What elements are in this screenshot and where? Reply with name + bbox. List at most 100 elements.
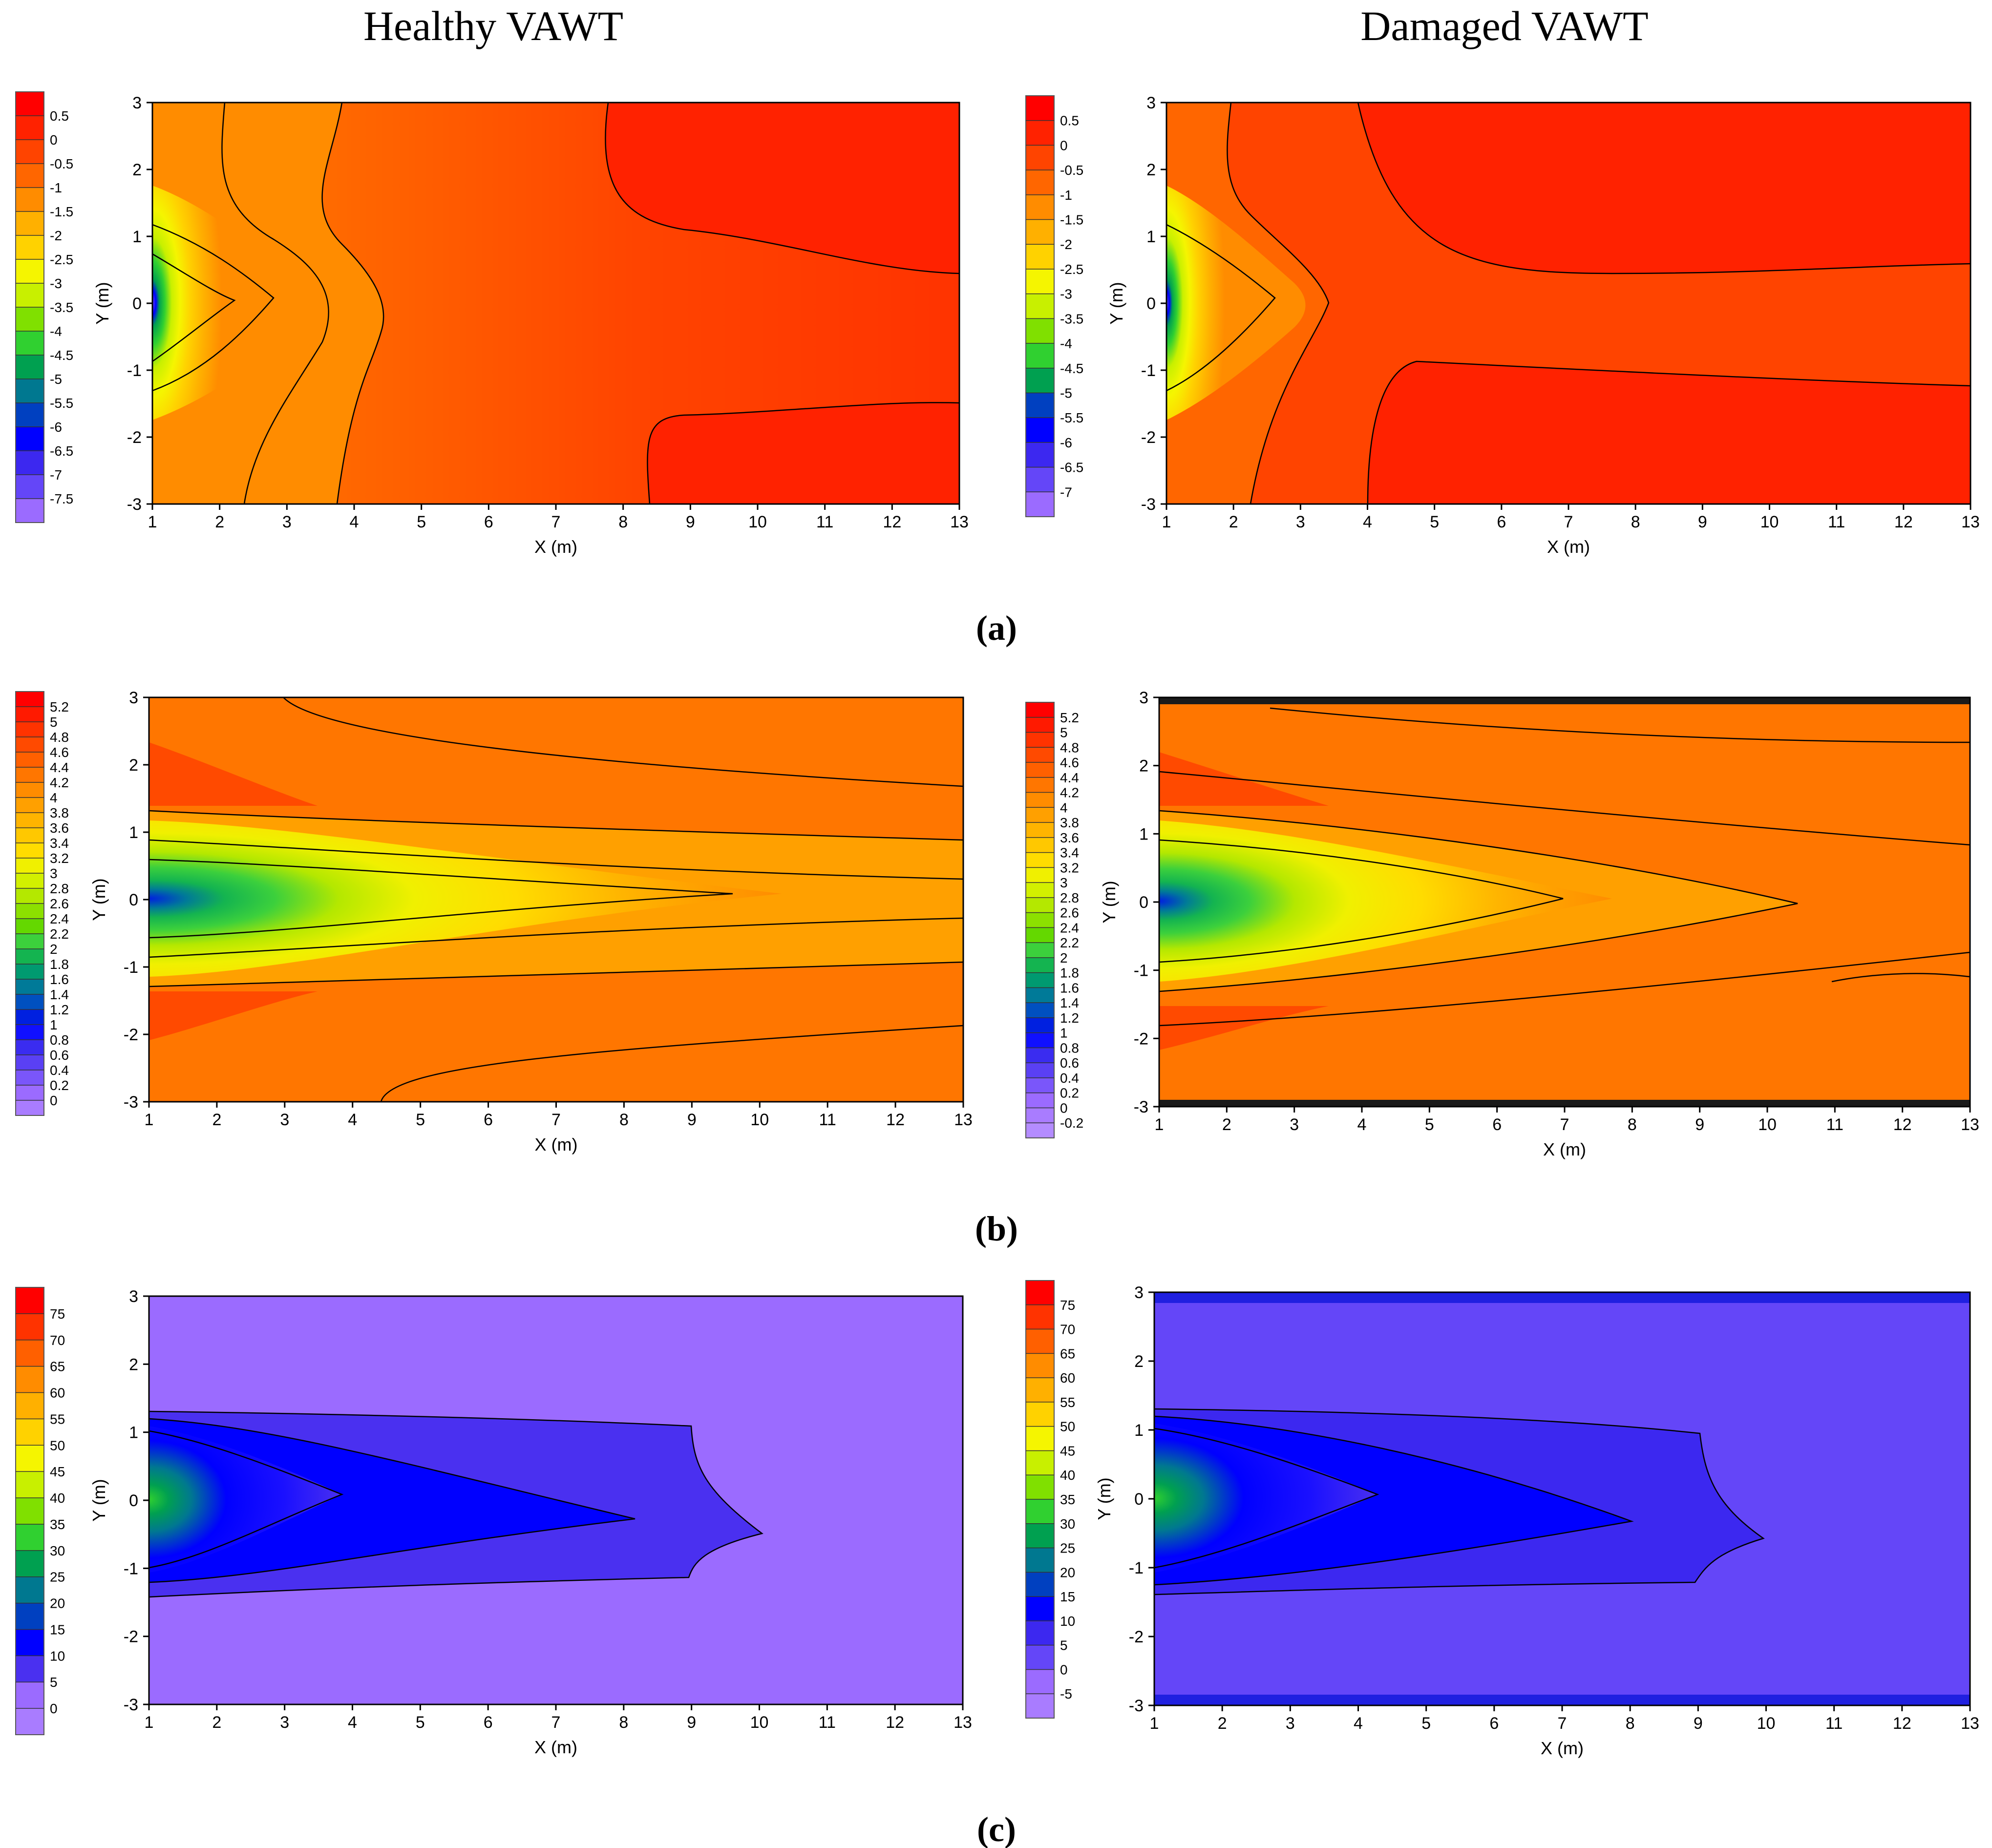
x-tick-label: 11	[816, 513, 833, 531]
colorbar-tick-label: 5	[50, 1675, 58, 1690]
contour-line	[148, 1418, 636, 1583]
colorbar-swatch	[16, 1629, 44, 1656]
field-wall-band-top	[1159, 697, 1970, 704]
contour-line	[148, 961, 964, 987]
y-tick-label: 1	[129, 823, 138, 842]
colorbar: 5.254.84.64.44.243.83.63.43.232.82.62.42…	[1025, 702, 1083, 1138]
colorbar-swatch	[1026, 1378, 1054, 1403]
y-tick-label: 3	[129, 1287, 138, 1306]
colorbar-swatch	[16, 752, 44, 768]
x-tick-label: 7	[551, 513, 561, 531]
field-wake-core	[149, 1426, 342, 1573]
colorbar-tick-label: 60	[1060, 1370, 1075, 1386]
colorbar-swatch	[16, 116, 44, 140]
colorbar-tick-label: -6.5	[1060, 460, 1083, 475]
y-tick-label: 1	[132, 228, 142, 246]
x-tick-label: 11	[819, 1713, 836, 1732]
colorbar-swatch	[16, 707, 44, 722]
x-axis-label: X (m)	[534, 537, 577, 557]
y-tick-label: -3	[1141, 495, 1156, 514]
y-tick-label: 0	[1139, 893, 1148, 912]
colorbar-swatch	[16, 92, 44, 116]
colorbar-swatch	[1026, 957, 1054, 973]
colorbar-swatch	[1026, 702, 1054, 718]
colorbar-swatch	[1026, 318, 1054, 344]
y-tick-label: 0	[132, 294, 142, 313]
colorbar-tick-label: 5	[1060, 725, 1068, 740]
colorbar-tick-label: 0.2	[1060, 1086, 1079, 1101]
colorbar-swatch	[16, 1656, 44, 1682]
colorbar-swatch	[16, 499, 44, 523]
x-axis-label: X (m)	[1543, 1139, 1586, 1159]
y-tick-label: -3	[127, 495, 142, 514]
colorbar-swatch	[16, 403, 44, 427]
field-region-high	[1358, 103, 1971, 273]
x-tick-label: 12	[1893, 1714, 1911, 1733]
colorbar-tick-label: 2	[1060, 950, 1068, 966]
x-tick-label: 6	[484, 1111, 493, 1129]
colorbar-tick-label: 30	[1060, 1516, 1075, 1532]
colorbar-swatch	[16, 964, 44, 980]
colorbar-tick-label: 15	[1060, 1589, 1075, 1604]
y-tick-label: 2	[132, 161, 142, 179]
colorbar-tick-label: -7	[1060, 484, 1072, 500]
x-tick-label: 3	[280, 1713, 289, 1732]
field-wall-band-bottom	[1159, 1100, 1970, 1107]
x-tick-label: 2	[215, 513, 224, 531]
x-axis-label: X (m)	[1541, 1738, 1584, 1758]
y-tick-label: 0	[129, 891, 138, 909]
y-axis-label: Y (m)	[1106, 282, 1126, 324]
x-tick-label: 1	[1150, 1714, 1159, 1733]
colorbar-tick-label: 4.8	[50, 730, 69, 745]
contour-line	[605, 102, 960, 274]
colorbar-tick-label: -5.5	[50, 396, 73, 411]
x-tick-label: 5	[417, 513, 426, 531]
y-tick-label: -1	[1129, 1559, 1144, 1577]
colorbar-tick-label: 10	[1060, 1614, 1075, 1629]
colorbar-swatch	[1026, 1523, 1054, 1549]
colorbar-tick-label: 35	[1060, 1492, 1075, 1507]
colorbar-tick-label: 3.8	[50, 805, 69, 820]
x-tick-label: 12	[886, 1111, 905, 1129]
x-tick-label: 4	[350, 513, 359, 531]
colorbar-tick-label: 2.2	[50, 926, 69, 942]
y-tick-label: -3	[1134, 1098, 1148, 1116]
colorbar-tick-label: 25	[1060, 1541, 1075, 1556]
colorbar-swatch	[16, 1100, 44, 1116]
colorbar-swatch	[16, 1550, 44, 1577]
x-tick-label: 8	[1626, 1714, 1635, 1733]
field-region-lower-edge	[149, 991, 318, 1040]
field-wake-core	[152, 186, 318, 420]
contour-line	[148, 859, 733, 939]
colorbar-tick-label: 0.4	[50, 1063, 69, 1078]
x-tick-label: 11	[1826, 1115, 1844, 1134]
colorbar-swatch	[16, 140, 44, 164]
x-tick-label: 11	[1828, 513, 1845, 531]
x-tick-label: 1	[145, 1111, 154, 1129]
colorbar-tick-label: -1	[50, 180, 62, 195]
x-tick-label: 10	[1758, 1115, 1777, 1134]
x-tick-label: 6	[484, 1713, 493, 1732]
colorbar-swatch	[1026, 1645, 1054, 1670]
colorbar-tick-label: -1	[1060, 188, 1072, 203]
colorbar: 0.5 0 -0.5 -1 -1.5 -2 -2.5 -3 -3.5 -4 -4.5 -5 -5.5 -6…	[15, 91, 73, 523]
x-tick-label: 13	[954, 1111, 973, 1129]
y-axis-label: Y (m)	[89, 1479, 109, 1521]
x-tick-label: 6	[1492, 1115, 1502, 1134]
colorbar-swatch	[16, 1708, 44, 1735]
colorbar-tick-label: -1.5	[1060, 212, 1083, 228]
colorbar-swatch	[16, 1313, 44, 1341]
colorbar-tick-label: 4.2	[1060, 785, 1079, 800]
x-tick-label: 4	[1357, 1115, 1367, 1134]
colorbar-tick-label: -5.5	[1060, 410, 1083, 425]
colorbar-swatch	[16, 1498, 44, 1525]
field-wake-core	[1154, 1424, 1377, 1573]
colorbar-tick-label: 3.4	[50, 836, 69, 851]
colorbar-swatch	[1026, 170, 1054, 195]
colorbar-swatch	[1026, 897, 1054, 913]
colorbar-tick-label: 1.2	[50, 1002, 69, 1017]
colorbar-swatch	[16, 888, 44, 904]
